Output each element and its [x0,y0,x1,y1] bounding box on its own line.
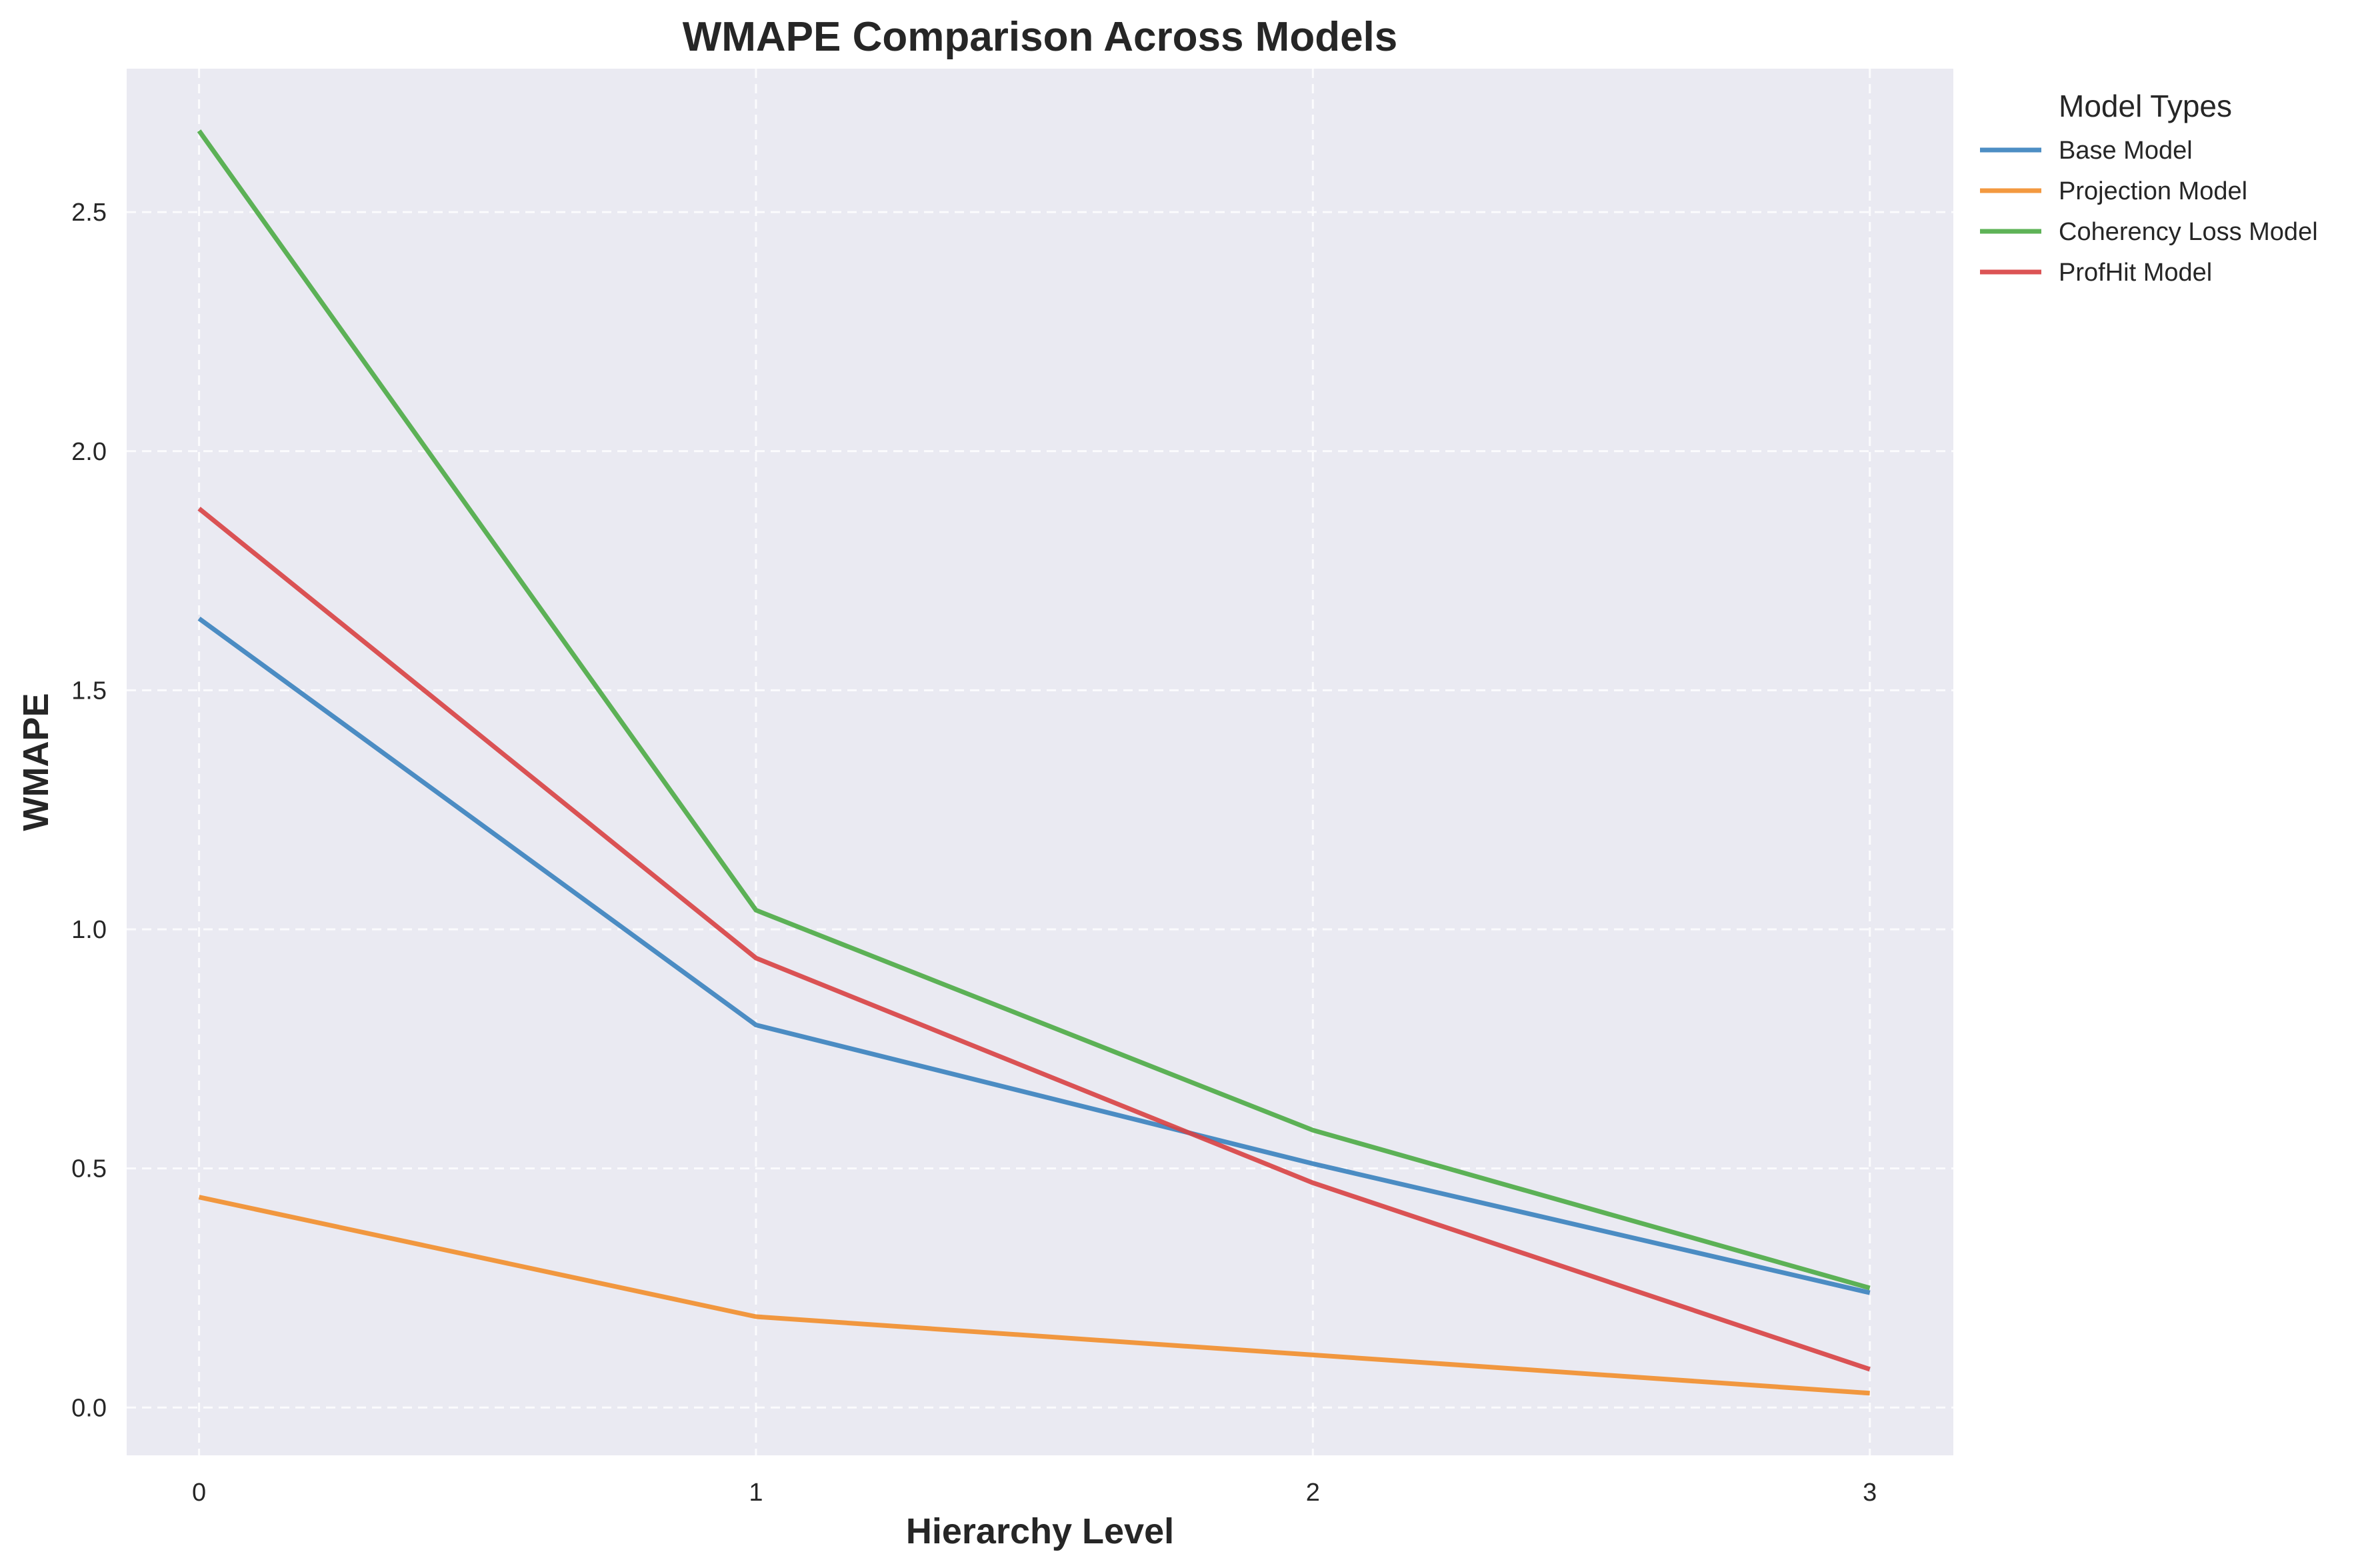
y-tick-label: 0.0 [71,1394,107,1422]
series-lines [197,129,1871,1396]
legend-label: Base Model [2059,137,2193,165]
series-line-profhit-model [197,507,1871,1372]
x-tick-label: 1 [749,1479,763,1507]
series-line-base-model [197,616,1871,1295]
x-tick-label: 3 [1863,1479,1877,1507]
legend: Model Types Base Model Projection Model Co… [1980,89,2318,287]
series-line-projection-model [198,1195,1870,1396]
chart-title: WMAPE Comparison Across Models [683,14,1398,60]
y-tick-label: 2.5 [71,199,107,227]
legend-label: Coherency Loss Model [2059,218,2318,246]
legend-item: Projection Model [1980,177,2247,205]
legend-label: Projection Model [2059,177,2247,205]
y-tick-label: 2.0 [71,438,107,466]
legend-items: Base Model Projection Model Coherency Loss… [1980,137,2318,287]
legend-item: ProfHit Model [1980,259,2212,287]
y-tick-label: 1.5 [71,677,107,705]
x-tick-labels: 0 1 2 3 [192,1479,1877,1507]
legend-item: Coherency Loss Model [1980,218,2318,246]
legend-title: Model Types [2059,89,2232,123]
grid [127,69,1953,1455]
series-line-coherency-loss-model [197,129,1871,1291]
x-axis-title: Hierarchy Level [906,1511,1174,1551]
y-tick-label: 0.5 [71,1155,107,1183]
x-tick-label: 0 [192,1479,206,1507]
x-tick-label: 2 [1306,1479,1320,1507]
y-axis-title: WMAPE [16,693,56,831]
y-tick-label: 1.0 [71,916,107,944]
legend-item: Base Model [1980,137,2193,165]
y-tick-labels: 0.0 0.5 1.0 1.5 2.0 2.5 [71,199,107,1422]
legend-label: ProfHit Model [2059,259,2212,287]
